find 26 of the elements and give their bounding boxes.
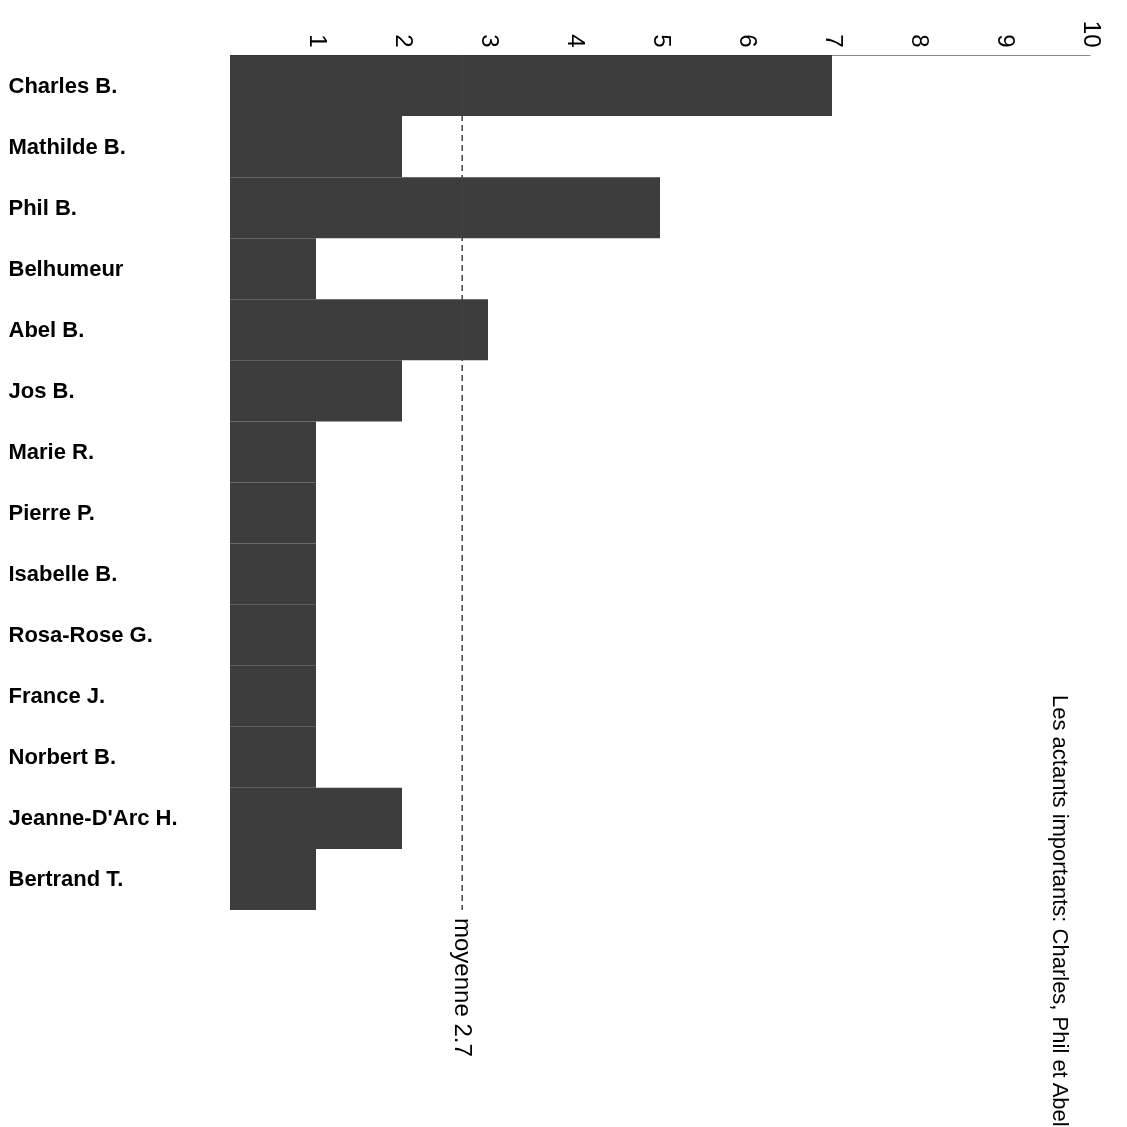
y-tick-label: Bertrand T. [8, 866, 124, 892]
y-tick-label: Belhumeur [8, 255, 124, 281]
x-tick-label: 10 [1078, 20, 1106, 48]
y-tick-label: Phil B. [8, 194, 77, 220]
y-tick-label: Norbert B. [8, 744, 117, 770]
y-tick-label: Pierre P. [8, 500, 95, 526]
x-tick-label: 5 [648, 34, 676, 48]
x-tick-label: 9 [992, 34, 1020, 48]
y-tick-label: Charles B. [8, 72, 118, 98]
y-tick-label: Marie R. [8, 438, 95, 464]
x-tick-label: 3 [476, 34, 504, 48]
x-tick-label: 1 [304, 34, 332, 48]
x-tick-label: 7 [820, 34, 848, 48]
x-tick-label: 2 [390, 34, 418, 48]
x-tick-label: 4 [562, 34, 590, 48]
y-tick-label: Jos B. [8, 377, 75, 403]
y-tick-label: Mathilde B. [8, 133, 126, 159]
y-tick-label: Rosa-Rose G. [8, 622, 153, 648]
x-tick-label: 8 [906, 34, 934, 48]
ref-line-label: moyenne 2.7 [450, 918, 478, 1057]
annotation: Les actants importants: Charles, Phil et Abel [1048, 695, 1073, 1127]
y-tick-label: Abel B. [8, 316, 85, 342]
y-tick-label: Isabelle B. [8, 561, 118, 587]
x-tick-label: 6 [734, 34, 762, 48]
y-tick-label: Jeanne-D'Arc H. [8, 805, 178, 831]
y-tick-label: France J. [8, 683, 106, 709]
